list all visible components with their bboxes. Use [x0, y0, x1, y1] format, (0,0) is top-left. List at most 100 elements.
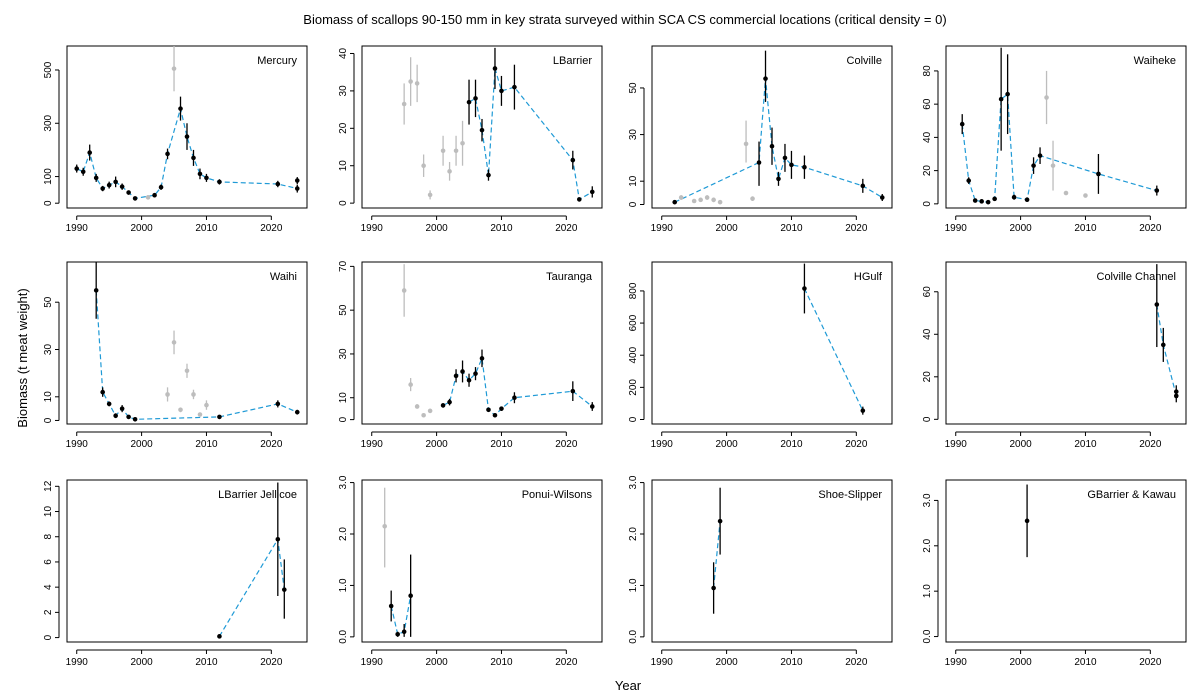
- x-tick-label: 2010: [195, 223, 218, 234]
- y-tick-label: 0: [43, 634, 54, 640]
- data-point: [421, 163, 426, 169]
- data-point: [74, 166, 80, 171]
- data-point: [698, 197, 703, 203]
- data-point: [113, 179, 118, 185]
- x-tick-label: 2010: [780, 439, 803, 450]
- data-point: [460, 369, 465, 374]
- data-point: [860, 183, 866, 189]
- y-axis: 0 10 30 50 70: [338, 260, 355, 422]
- x-tick-label: 2020: [845, 223, 868, 234]
- y-tick-label: 70: [338, 260, 349, 272]
- data-point: [388, 603, 394, 609]
- data-point: [460, 140, 465, 146]
- y-axis: 0 10 30 50: [628, 82, 645, 207]
- data-point: [512, 395, 517, 401]
- y-tick-label: 500: [43, 61, 54, 78]
- x-tick-label: 2020: [260, 657, 283, 668]
- x-tick-label: 2000: [425, 439, 448, 450]
- y-axis: 0 10 20 30 40: [338, 47, 355, 206]
- y-tick-label: 6: [43, 559, 54, 565]
- data-point: [165, 151, 170, 157]
- x-tick-label: 1990: [361, 657, 384, 668]
- data-point: [1031, 163, 1036, 168]
- x-tick-label: 2020: [1139, 439, 1162, 450]
- x-tick-label: 2020: [845, 657, 868, 668]
- y-tick-label: 1.0: [628, 578, 639, 592]
- fitted-line: [390, 595, 412, 636]
- x-tick-label: 2020: [845, 439, 868, 450]
- panel-label: Waiheke: [1134, 55, 1176, 67]
- y-tick-label: 100: [43, 168, 54, 185]
- panel-waihi: Waihi 1990 2000 2010 2020 0 10 30 50: [43, 261, 308, 450]
- x-tick-label: 1990: [66, 439, 89, 450]
- data-point: [106, 182, 112, 188]
- y-tick-label: 12: [43, 480, 54, 492]
- data-point: [743, 141, 749, 147]
- data-point: [691, 198, 697, 204]
- panel-waiheke: Waiheke 1990 2000 2010 2020 0 20 40 60 80: [922, 45, 1187, 234]
- x-axis: 1990 2000 2010 2020: [945, 215, 1162, 234]
- data-point: [776, 176, 781, 182]
- data-point: [132, 416, 138, 422]
- data-point: [165, 392, 170, 397]
- data-point: [145, 195, 151, 200]
- y-tick-label: 8: [43, 534, 54, 540]
- y-tick-label: 400: [628, 346, 639, 363]
- data-point: [1173, 389, 1179, 394]
- x-tick-label: 1990: [651, 657, 674, 668]
- y-tick-label: 60: [922, 98, 933, 110]
- x-tick-label: 2020: [555, 439, 578, 450]
- panel-tauranga: Tauranga 1990 2000 2010 2020 0 10 30 50 70: [338, 260, 603, 450]
- y-tick-label: 10: [43, 506, 54, 518]
- x-tick-label: 2010: [1074, 223, 1097, 234]
- y-tick-label: 800: [628, 282, 639, 299]
- panel-colville: Colville 1990 2000 2010 2020 0 10 30 50: [628, 45, 893, 234]
- y-tick-label: 40: [338, 47, 349, 59]
- data-point: [512, 84, 517, 90]
- y-tick-label: 50: [338, 304, 349, 316]
- data-point: [395, 631, 400, 637]
- panel-shoe-slipper: Shoe-Slipper 1990 2000 2010 2020 0.0 1.0 2.0 3.0: [628, 475, 893, 668]
- y-tick-label: 3.0: [922, 493, 933, 507]
- y-axis: 0 200 400 600 800: [628, 282, 645, 422]
- y-tick-label: 20: [922, 165, 933, 177]
- x-axis: 1990 2000 2010 2020: [66, 431, 283, 450]
- x-tick-label: 1990: [945, 657, 968, 668]
- x-tick-label: 2010: [1074, 657, 1097, 668]
- x-axis: 1990 2000 2010 2020: [361, 649, 578, 668]
- data-point: [1024, 518, 1030, 524]
- data-point: [100, 389, 105, 395]
- data-point: [178, 106, 183, 111]
- data-point: [998, 96, 1004, 102]
- y-axis: 0 100 300 500: [43, 61, 60, 206]
- data-point: [717, 199, 723, 205]
- y-tick-label: 2.0: [628, 527, 639, 541]
- data-point: [408, 79, 413, 84]
- data-point: [1083, 193, 1088, 198]
- data-point: [704, 195, 710, 200]
- y-tick-label: 0.0: [338, 629, 349, 643]
- y-tick-label: 30: [338, 85, 349, 97]
- data-point: [479, 356, 485, 361]
- x-tick-label: 2000: [715, 223, 738, 234]
- panel-label: Tauranga: [546, 271, 593, 283]
- data-point: [217, 179, 222, 185]
- y-tick-label: 600: [628, 314, 639, 331]
- data-point: [466, 377, 472, 383]
- data-point: [1024, 197, 1030, 202]
- fitted-line: [468, 68, 593, 201]
- data-point: [985, 199, 991, 205]
- figure-title: Biomass of scallops 90-150 mm in key str…: [303, 12, 946, 27]
- data-point: [979, 199, 984, 204]
- panel-label: Waihi: [270, 271, 297, 283]
- data-point: [453, 373, 459, 379]
- y-tick-label: 80: [922, 65, 933, 77]
- data-point: [184, 134, 190, 139]
- panel-frame: [651, 479, 893, 643]
- fitted-line: [95, 290, 298, 420]
- data-point: [447, 399, 452, 405]
- y-tick-label: 0: [628, 201, 639, 207]
- data-point: [171, 340, 177, 345]
- fitted-line: [674, 78, 883, 203]
